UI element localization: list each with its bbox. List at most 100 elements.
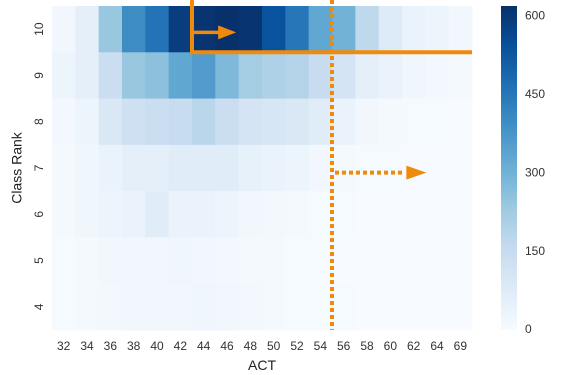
heatmap-cell (448, 52, 473, 100)
heatmap-cell (402, 6, 426, 53)
heatmap-cell (52, 6, 76, 53)
x-tick-label: 60 (384, 339, 398, 353)
heatmap-cell (355, 237, 380, 285)
heatmap-cell (122, 98, 146, 146)
heatmap-cell (145, 283, 170, 331)
heatmap-cell (75, 144, 100, 192)
heatmap-cell (192, 6, 216, 53)
heatmap-cell (378, 52, 403, 100)
heatmap-cell (122, 191, 146, 238)
x-tick-label: 48 (244, 339, 258, 353)
heatmap-cell (238, 6, 263, 53)
colorbar-tick-label: 0 (525, 322, 532, 336)
heatmap-cell (448, 98, 473, 146)
heatmap-cell (378, 144, 403, 192)
heatmap-cell (215, 283, 240, 331)
heatmap-cell (98, 283, 123, 331)
y-tick-label: 4 (32, 303, 46, 310)
heatmap-cell (238, 144, 263, 192)
x-axis-label: ACT (248, 357, 276, 373)
heatmap-cell (285, 52, 310, 100)
heatmap-cell (425, 98, 450, 146)
heatmap-cell (378, 283, 403, 331)
colorbar-ticks: 0 150 300 450 600 (525, 9, 545, 337)
heatmap-cell (448, 191, 473, 238)
x-tick-label: 40 (150, 339, 164, 353)
x-tick-label: 52 (290, 339, 304, 353)
heatmap-cell (355, 6, 380, 53)
y-tick-label: 5 (32, 257, 46, 264)
heatmap-cell (238, 283, 263, 331)
heatmap-cell (355, 283, 380, 331)
heatmap-cell (332, 98, 356, 146)
y-tick-label: 6 (32, 211, 46, 218)
heatmap-cell (378, 98, 403, 146)
heatmap-cell (308, 191, 333, 238)
colorbar-tick-label: 150 (525, 244, 545, 258)
x-tick-label: 36 (104, 339, 118, 353)
heatmap-cell (75, 237, 100, 285)
heatmap-cell (192, 283, 216, 331)
y-tick-label: 8 (32, 118, 46, 125)
colorbar-tick-label: 300 (525, 165, 545, 179)
heatmap-cell (75, 283, 100, 331)
heatmap-cell (448, 144, 473, 192)
heatmap-cell (192, 98, 216, 146)
x-tick-label: 69 (454, 339, 468, 353)
heatmap-cell (145, 191, 170, 238)
heatmap-cell (262, 144, 286, 192)
heatmap-cell (238, 237, 263, 285)
heatmap-cell (355, 52, 380, 100)
heatmap-cell (168, 144, 193, 192)
heatmap-cell (238, 191, 263, 238)
heatmap-cell (332, 283, 356, 331)
y-axis-label: Class Rank (9, 131, 25, 204)
heatmap-cell (378, 237, 403, 285)
heatmap-cell (215, 144, 240, 192)
heatmap-cell (145, 144, 170, 192)
heatmap-cell (98, 191, 123, 238)
heatmap-cell (168, 98, 193, 146)
heatmap-cell (308, 52, 333, 100)
heatmap-cell (168, 191, 193, 238)
heatmap-cell (145, 98, 170, 146)
heatmap-cell (52, 52, 76, 100)
heatmap-cell (402, 98, 426, 146)
heatmap-cell (448, 237, 473, 285)
heatmap-cell (215, 52, 240, 100)
heatmap-cell (52, 144, 76, 192)
heatmap-cell (98, 6, 123, 53)
heatmap-cell (192, 144, 216, 192)
heatmap-cell (285, 6, 310, 53)
heatmap-cell (122, 52, 146, 100)
heatmap-cell (145, 237, 170, 285)
heatmap-cell (52, 237, 76, 285)
annotation-dotted-threshold (330, 0, 427, 330)
x-tick-label: 56 (337, 339, 351, 353)
heatmap-cell (98, 237, 123, 285)
heatmap-cell (98, 98, 123, 146)
heatmap-cell (378, 6, 403, 53)
heatmap-cell (145, 52, 170, 100)
heatmap-cell (145, 6, 170, 53)
heatmap-cell (332, 144, 356, 192)
heatmap-cell (285, 191, 310, 238)
heatmap-cell (52, 191, 76, 238)
heatmap-cell (402, 283, 426, 331)
heatmap-cell (192, 237, 216, 285)
heatmap-cell (355, 98, 380, 146)
heatmap-cell (75, 98, 100, 146)
heatmap-cell (378, 191, 403, 238)
heatmap-cells (52, 6, 473, 331)
heatmap-cell (285, 237, 310, 285)
x-tick-label: 58 (360, 339, 374, 353)
x-tick-label: 34 (80, 339, 94, 353)
heatmap-cell (75, 6, 100, 53)
heatmap-cell (168, 52, 193, 100)
x-tick-label: 32 (57, 339, 71, 353)
heatmap-cell (122, 283, 146, 331)
x-tick-label: 38 (127, 339, 141, 353)
x-tick-label: 44 (197, 339, 211, 353)
heatmap-cell (425, 237, 450, 285)
heatmap-cell (402, 191, 426, 238)
